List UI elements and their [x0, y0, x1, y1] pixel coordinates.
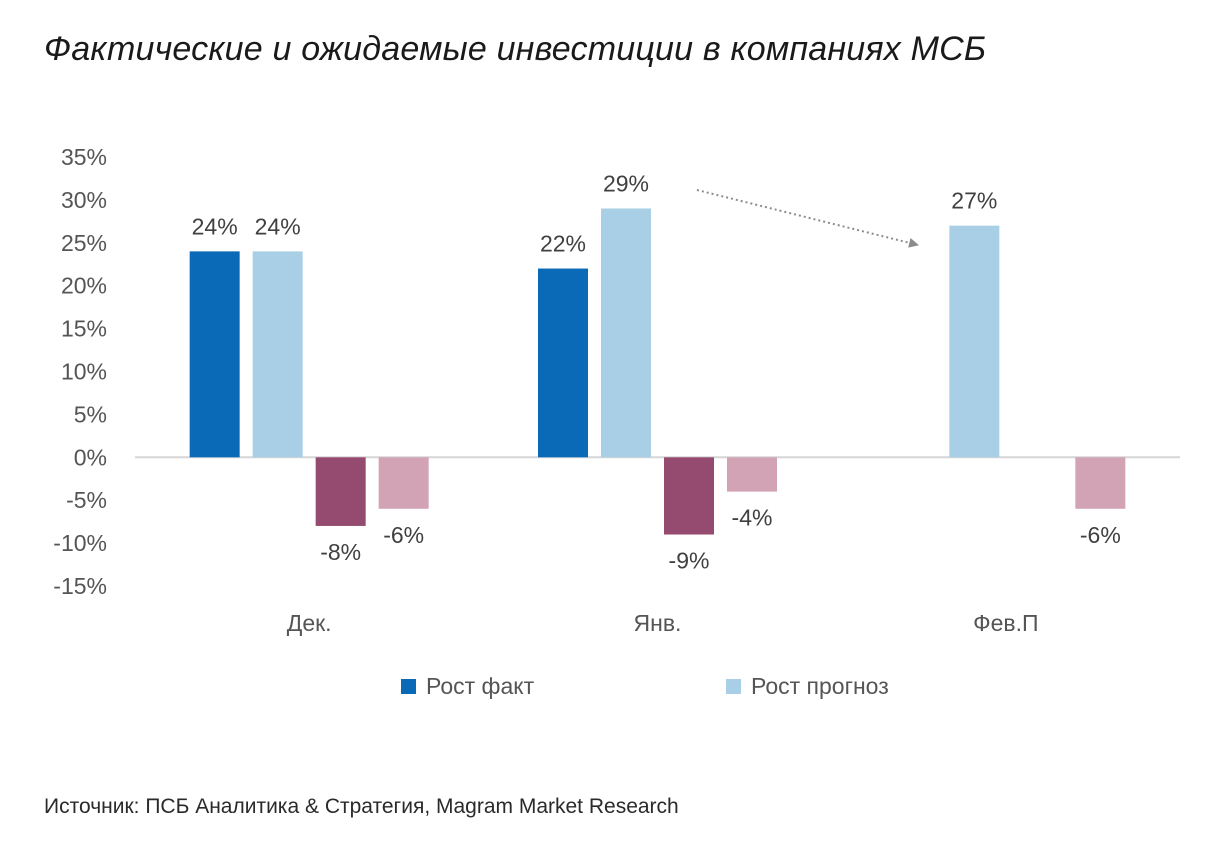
data-label: 27%: [951, 188, 997, 214]
data-label: 24%: [192, 213, 238, 239]
data-label: -8%: [320, 539, 361, 565]
legend-swatch: [726, 679, 741, 694]
bar: [378, 457, 429, 509]
bar: [189, 251, 240, 458]
bars-group: [189, 208, 1126, 535]
bar: [252, 251, 303, 458]
y-tick-label: 30%: [61, 187, 107, 213]
y-tick-label: 5%: [74, 401, 107, 427]
data-label: 22%: [540, 231, 586, 257]
data-label: -9%: [669, 548, 710, 574]
data-label: -6%: [1080, 522, 1121, 548]
data-label: -6%: [383, 522, 424, 548]
data-labels-group: 24% 22% 24% 29% 27% -8% -9% -6% -4% -6%: [192, 170, 1121, 573]
data-label: 29%: [603, 170, 649, 196]
bar: [1075, 457, 1126, 509]
y-tick-label: -10%: [53, 530, 107, 556]
bar: [538, 268, 588, 458]
bar: [727, 457, 777, 492]
y-tick-label: 25%: [61, 230, 107, 256]
y-tick-label: 0%: [74, 444, 107, 470]
data-label: -4%: [732, 505, 773, 531]
y-tick-label: -5%: [66, 487, 107, 513]
y-tick-label: -15%: [53, 573, 107, 599]
category-labels-group: Дек. Янв. Фев.П: [287, 610, 1039, 636]
trend-arrow: [696, 189, 919, 248]
bar: [949, 225, 1000, 458]
category-label: Янв.: [634, 610, 682, 636]
bar: [664, 457, 714, 535]
y-tick-label: 20%: [61, 273, 107, 299]
data-label: 24%: [255, 213, 301, 239]
category-label: Фев.П: [973, 610, 1038, 636]
bar: [601, 208, 651, 458]
source-note: Источник: ПСБ Аналитика & Стратегия, Mag…: [44, 795, 679, 818]
y-axis-ticks: 35% 30% 25% 20% 15% 10% 5% 0% -5% -10% -15%: [53, 144, 107, 599]
bar-chart: 35% 30% 25% 20% 15% 10% 5% 0% -5% -10% -15% 24% 22%…: [53, 144, 1180, 699]
bar: [315, 457, 366, 526]
chart-title: Фактические и ожидаемые инвестиции в ком…: [44, 30, 987, 68]
y-tick-label: 35%: [61, 144, 107, 170]
legend-label: Рост прогноз: [751, 673, 889, 699]
y-tick-label: 10%: [61, 359, 107, 385]
legend-label: Рост факт: [426, 673, 535, 699]
legend-swatch: [401, 679, 416, 694]
category-label: Дек.: [287, 610, 332, 636]
legend: Рост факт Рост прогноз: [401, 673, 889, 699]
y-tick-label: 15%: [61, 316, 107, 342]
